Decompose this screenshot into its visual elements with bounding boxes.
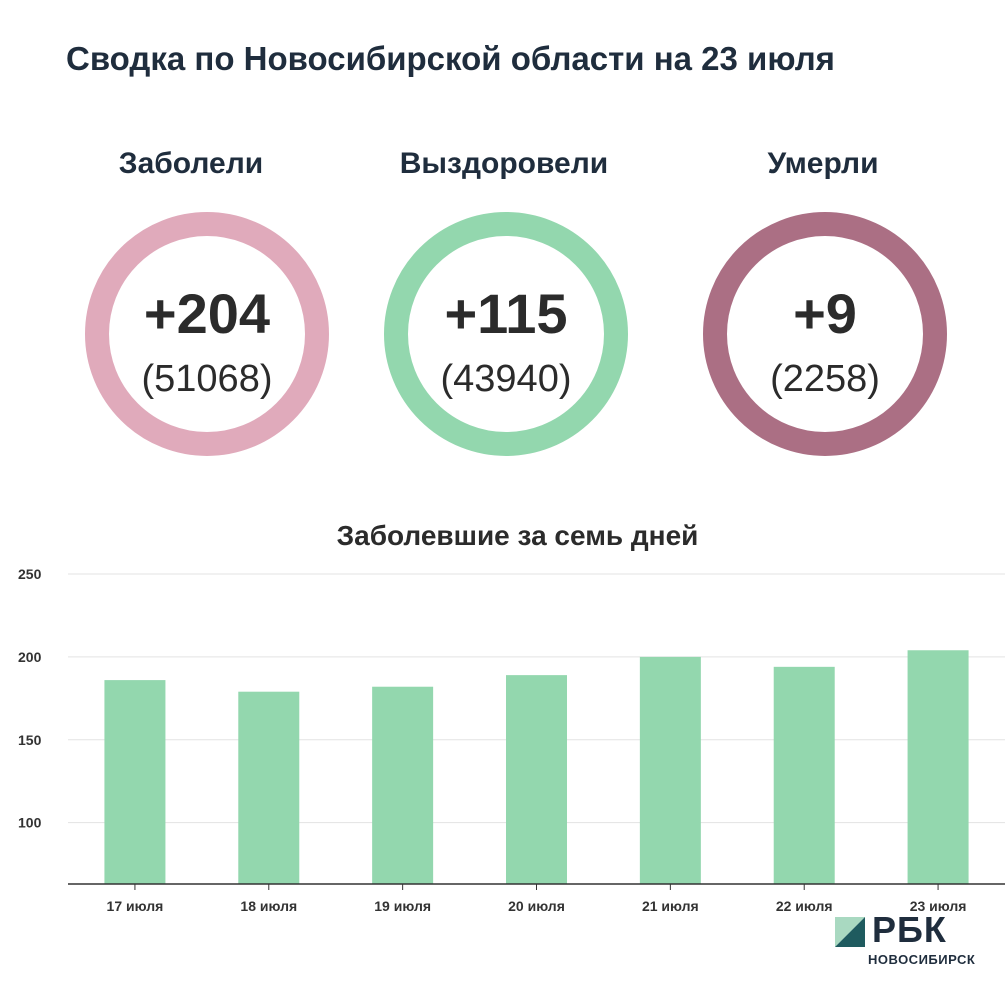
recovered-ring: +115 (43940) [384, 212, 628, 456]
rbc-logo-mark-icon [835, 917, 865, 947]
deaths-ring: +9 (2258) [703, 212, 947, 456]
recovered-daily-value: +115 [444, 282, 568, 345]
bar-chart: 100 150 200 250 17 июля 18 июля 19 июля 20 июля… [18, 566, 1005, 914]
infected-ring: +204 (51068) [85, 212, 329, 456]
y-tick-label: 250 [18, 566, 42, 582]
recovered-total-value: (43940) [440, 358, 572, 400]
x-tick-label: 22 июля [776, 898, 833, 914]
bar [238, 691, 300, 884]
logo-subtitle: НОВОСИБИРСК [868, 952, 976, 967]
logo-text: РБК [872, 909, 947, 950]
bar [372, 686, 434, 884]
x-tick-label: 20 июля [508, 898, 565, 914]
y-tick-label: 200 [18, 649, 42, 665]
deaths-total-value: (2258) [770, 358, 880, 400]
x-tick-label: 21 июля [642, 898, 699, 914]
infected-daily-value: +204 [143, 282, 271, 345]
bar [506, 675, 567, 884]
bar [639, 656, 701, 884]
x-tick-label: 23 июля [910, 898, 967, 914]
stat-label-infected: Заболели [118, 147, 264, 180]
rbc-logo: РБК НОВОСИБИРСК [835, 909, 995, 970]
stat-label-deaths: Умерли [767, 147, 879, 180]
bar [104, 680, 166, 884]
deaths-daily-value: +9 [793, 282, 857, 345]
bar [907, 650, 969, 884]
y-tick-label: 150 [18, 732, 42, 748]
x-tick-label: 17 июля [107, 898, 164, 914]
y-tick-label: 100 [18, 815, 42, 831]
x-tick-label: 18 июля [240, 898, 297, 914]
stat-label-recovered: Выздоровели [399, 147, 609, 180]
bar [773, 666, 835, 884]
page-title: Сводка по Новосибирской области на 23 ию… [66, 40, 835, 77]
infected-total-value: (51068) [141, 358, 273, 400]
x-tick-label: 19 июля [374, 898, 431, 914]
chart-title: Заболевшие за семь дней [336, 520, 699, 551]
